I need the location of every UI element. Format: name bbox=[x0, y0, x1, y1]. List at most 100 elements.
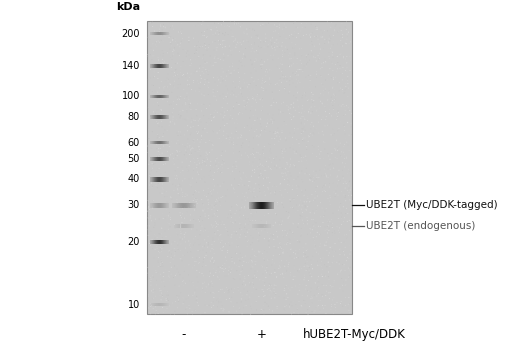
Point bbox=[238, 90, 246, 96]
Point bbox=[271, 188, 280, 194]
Point bbox=[171, 38, 179, 44]
Point bbox=[149, 214, 158, 219]
Point bbox=[312, 185, 320, 190]
Point bbox=[163, 139, 172, 144]
Point bbox=[145, 182, 153, 188]
Point bbox=[158, 175, 166, 180]
Point bbox=[279, 204, 288, 210]
Point bbox=[316, 308, 324, 314]
Point bbox=[173, 153, 181, 159]
Point bbox=[178, 252, 186, 257]
Point bbox=[323, 122, 332, 128]
Point bbox=[326, 219, 334, 225]
Point bbox=[337, 156, 345, 162]
Point bbox=[315, 131, 323, 136]
Point bbox=[215, 30, 224, 36]
Point bbox=[265, 236, 274, 241]
Point bbox=[329, 304, 337, 309]
Point bbox=[247, 86, 255, 92]
Point bbox=[145, 240, 153, 246]
Point bbox=[262, 20, 270, 26]
Point bbox=[227, 71, 235, 76]
Point bbox=[204, 229, 212, 234]
Point bbox=[321, 146, 329, 152]
Point bbox=[192, 129, 201, 134]
Point bbox=[260, 283, 268, 288]
Point bbox=[272, 130, 280, 135]
Point bbox=[148, 82, 157, 88]
Point bbox=[199, 286, 207, 292]
Point bbox=[213, 83, 222, 89]
Point bbox=[293, 193, 302, 198]
Point bbox=[271, 47, 279, 53]
Point bbox=[199, 52, 207, 58]
Point bbox=[266, 282, 275, 288]
Point bbox=[183, 305, 191, 310]
Point bbox=[150, 28, 159, 34]
Point bbox=[300, 193, 308, 198]
Point bbox=[235, 305, 243, 311]
Point bbox=[237, 42, 245, 47]
Point bbox=[301, 203, 309, 209]
Point bbox=[185, 83, 193, 89]
Point bbox=[191, 104, 200, 110]
Point bbox=[148, 183, 156, 189]
Point bbox=[270, 40, 279, 46]
Point bbox=[206, 248, 215, 254]
Point bbox=[312, 126, 320, 132]
Point bbox=[253, 248, 262, 254]
Point bbox=[187, 245, 195, 250]
Point bbox=[187, 203, 195, 209]
Point bbox=[168, 118, 177, 124]
Point bbox=[277, 243, 285, 249]
Point bbox=[262, 51, 270, 57]
Point bbox=[196, 63, 204, 69]
Point bbox=[217, 170, 225, 175]
Point bbox=[343, 139, 351, 145]
Point bbox=[177, 188, 186, 193]
Point bbox=[308, 266, 317, 272]
Point bbox=[249, 284, 257, 290]
Point bbox=[229, 47, 237, 53]
Point bbox=[251, 170, 259, 175]
Point bbox=[156, 190, 164, 196]
Point bbox=[188, 55, 197, 61]
Point bbox=[270, 163, 279, 169]
Point bbox=[329, 68, 337, 73]
Point bbox=[332, 93, 341, 99]
Point bbox=[209, 39, 217, 45]
Point bbox=[344, 170, 352, 176]
Point bbox=[286, 270, 294, 275]
Point bbox=[234, 102, 242, 107]
Point bbox=[290, 99, 298, 105]
Point bbox=[318, 293, 327, 299]
Point bbox=[236, 109, 244, 114]
Point bbox=[187, 124, 195, 130]
Point bbox=[242, 189, 251, 195]
Point bbox=[308, 173, 316, 179]
Point bbox=[154, 76, 162, 81]
Point bbox=[224, 195, 232, 201]
Point bbox=[230, 21, 239, 27]
Point bbox=[346, 73, 354, 78]
Point bbox=[243, 223, 251, 229]
Point bbox=[290, 51, 298, 57]
Point bbox=[209, 303, 217, 308]
Point bbox=[291, 228, 299, 234]
Point bbox=[235, 25, 243, 30]
Point bbox=[230, 286, 239, 292]
Point bbox=[326, 264, 334, 269]
Point bbox=[268, 257, 277, 262]
Point bbox=[300, 155, 308, 160]
Point bbox=[270, 43, 279, 49]
Point bbox=[239, 205, 247, 211]
Point bbox=[194, 164, 203, 169]
Point bbox=[177, 94, 185, 99]
Point bbox=[343, 218, 352, 224]
Point bbox=[242, 216, 250, 222]
Point bbox=[179, 107, 187, 113]
Point bbox=[237, 299, 245, 305]
Point bbox=[153, 107, 162, 113]
Point bbox=[280, 25, 288, 30]
Point bbox=[207, 256, 215, 262]
